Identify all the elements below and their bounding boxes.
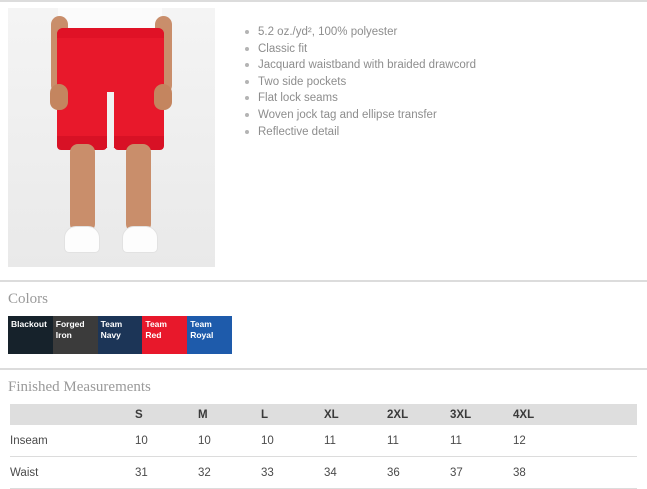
row-label-inseam: Inseam — [10, 425, 135, 457]
column-header-2xl: 2XL — [387, 404, 450, 425]
cell-inseam-2xl: 11 — [387, 425, 450, 457]
cell-inseam-spacer — [576, 425, 637, 457]
product-overview: 5.2 oz./yd², 100% polyester Classic fit … — [0, 2, 647, 267]
cell-inseam-xl: 11 — [324, 425, 387, 457]
colors-heading: Colors — [8, 291, 49, 307]
color-swatch-team-royal[interactable]: Team Royal — [187, 316, 232, 354]
column-header-s: S — [135, 404, 198, 425]
swatch-label: Team Royal — [190, 319, 214, 340]
top-divider — [0, 0, 647, 2]
cell-waist-s: 31 — [135, 456, 198, 489]
product-hem-left — [57, 136, 107, 150]
list-item: Classic fit — [245, 41, 647, 58]
list-item: Woven jock tag and ellipse transfer — [245, 107, 647, 124]
list-item: Jacquard waistband with braided drawcord — [245, 57, 647, 74]
column-header-4xl: 4XL — [513, 404, 576, 425]
model-hand-left — [50, 84, 68, 110]
model-shoe-left — [64, 226, 100, 253]
column-header-xl: XL — [324, 404, 387, 425]
column-header-l: L — [261, 404, 324, 425]
model-leg-left — [70, 144, 95, 232]
swatch-label: Forged Iron — [55, 319, 85, 340]
list-item: Two side pockets — [245, 74, 647, 91]
cell-inseam-m: 10 — [198, 425, 261, 457]
measurements-heading: Finished Measurements — [8, 379, 151, 395]
color-swatch-team-red[interactable]: Team Red — [142, 316, 188, 354]
swatch-label: Blackout — [11, 319, 47, 329]
model-hand-right — [154, 84, 172, 110]
color-swatch-forged-iron[interactable]: Forged Iron — [52, 316, 98, 354]
measurements-table: S M L XL 2XL 3XL 4XL Inseam 10 10 10 11 — [10, 404, 637, 489]
column-header-spacer — [576, 404, 637, 425]
cell-inseam-3xl: 11 — [450, 425, 513, 457]
cell-waist-l: 33 — [261, 456, 324, 489]
cell-waist-xl: 34 — [324, 456, 387, 489]
list-item: Flat lock seams — [245, 90, 647, 107]
cell-waist-2xl: 36 — [387, 456, 450, 489]
cell-waist-4xl: 38 — [513, 456, 576, 489]
cell-inseam-l: 10 — [261, 425, 324, 457]
color-swatch-blackout[interactable]: Blackout — [8, 316, 53, 354]
color-swatch-row: Blackout Forged Iron Team Navy Team Red … — [8, 316, 232, 354]
colors-divider — [0, 280, 647, 282]
color-swatch-team-navy[interactable]: Team Navy — [97, 316, 143, 354]
model-leg-right — [126, 144, 151, 232]
measurements-table-wrap: S M L XL 2XL 3XL 4XL Inseam 10 10 10 11 — [10, 404, 637, 489]
model-shoe-right — [122, 226, 158, 253]
column-header-measure — [10, 404, 135, 425]
table-row: Inseam 10 10 10 11 11 11 12 — [10, 425, 637, 457]
measurements-divider — [0, 368, 647, 370]
cell-waist-3xl: 37 — [450, 456, 513, 489]
table-header-row: S M L XL 2XL 3XL 4XL — [10, 404, 637, 425]
list-item: 5.2 oz./yd², 100% polyester — [245, 24, 647, 41]
measurements-section: Finished Measurements S M L XL 2XL 3XL 4… — [0, 370, 647, 489]
product-image — [8, 8, 215, 267]
shorts-center-gap — [107, 92, 114, 150]
column-header-3xl: 3XL — [450, 404, 513, 425]
feature-list: 5.2 oz./yd², 100% polyester Classic fit … — [245, 24, 647, 140]
swatch-label: Team Navy — [100, 319, 123, 340]
colors-section: Colors Blackout Forged Iron Team Navy Te… — [0, 282, 647, 368]
cell-inseam-s: 10 — [135, 425, 198, 457]
row-label-waist: Waist — [10, 456, 135, 489]
cell-inseam-4xl: 12 — [513, 425, 576, 457]
product-waistband — [57, 28, 164, 38]
cell-waist-m: 32 — [198, 456, 261, 489]
column-header-m: M — [198, 404, 261, 425]
table-row: Waist 31 32 33 34 36 37 38 — [10, 456, 637, 489]
swatch-label: Team Red — [145, 319, 167, 340]
list-item: Reflective detail — [245, 124, 647, 141]
cell-waist-spacer — [576, 456, 637, 489]
